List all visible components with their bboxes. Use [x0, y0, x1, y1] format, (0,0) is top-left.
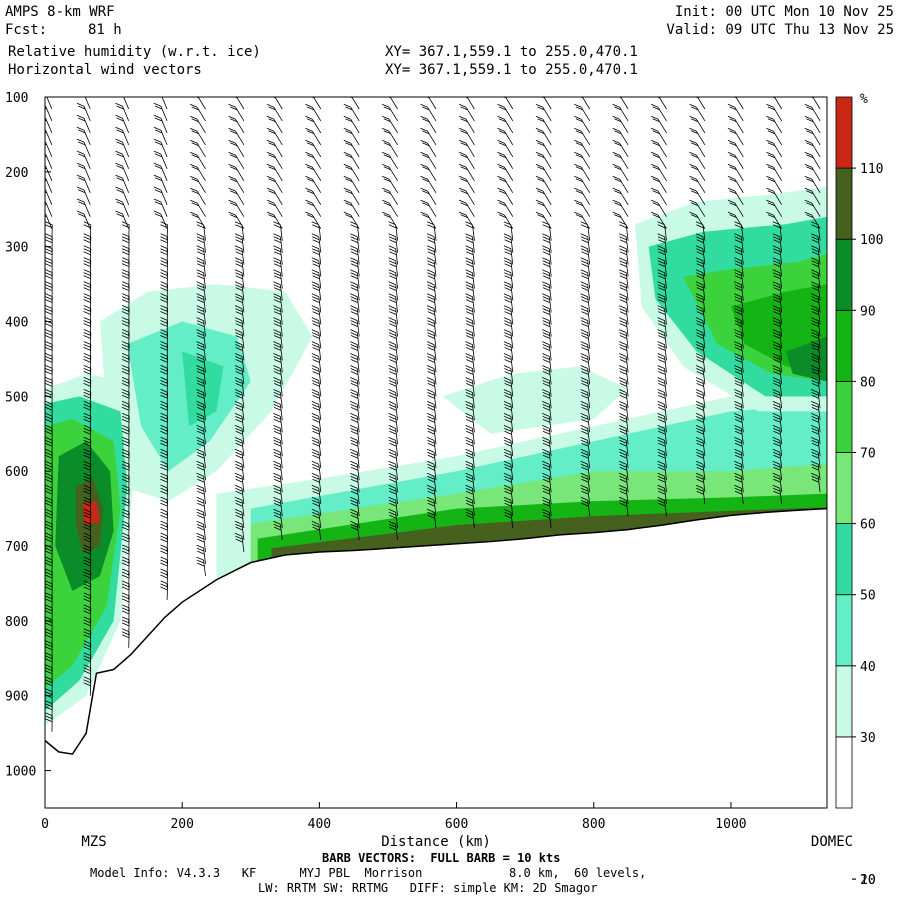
init-time: Init: 00 UTC Mon 10 Nov 25 — [674, 4, 894, 20]
y-tick-label-900: 900 — [5, 690, 28, 705]
colorbar-bin-80 — [835, 309, 853, 382]
colorbar-tick-label-80: 80 — [860, 375, 876, 390]
colorbar-tick-label-110: 110 — [860, 162, 883, 177]
colorbar-bin-110 — [835, 96, 853, 169]
colorbar-tick-label-70: 70 — [860, 447, 876, 462]
physics-info: LW: RRTM SW: RRTMG DIFF: simple KM: 2D S… — [258, 881, 598, 895]
model-info: Model Info: V4.3.3 KF MYJ PBL Morrison 8… — [90, 866, 647, 880]
colorbar-tick-label-90: 90 — [860, 304, 876, 319]
colorbar-bin-50 — [835, 523, 853, 596]
model-title: AMPS 8-km WRF — [5, 4, 115, 20]
x-tick-label-400: 400 — [308, 817, 331, 832]
terrain-mask — [45, 508, 827, 808]
xy-line-2: XY= 367.1,559.1 to 255.0,470.1 — [385, 62, 638, 78]
colorbar-tick-label-50: 50 — [860, 589, 876, 604]
x-tick-label-200: 200 — [170, 817, 193, 832]
y-tick-label-300: 300 — [5, 241, 28, 256]
y-tick-label-600: 600 — [5, 465, 28, 480]
barb-note: BARB VECTORS: FULL BARB = 10 kts — [322, 851, 561, 865]
x-endpoint-label-end: DOMEC — [811, 834, 853, 850]
field-title-wind: Horizontal wind vectors — [8, 62, 202, 78]
colorbar-tick-label-100: 100 — [860, 233, 883, 248]
colorbar-tick-label-30: 30 — [860, 731, 876, 746]
forecast-hour-value: 81 h — [88, 22, 122, 38]
colorbar-tick-label-40: 40 — [860, 660, 876, 675]
xy-line-1: XY= 367.1,559.1 to 255.0,470.1 — [385, 44, 638, 60]
plot-frame — [44, 96, 828, 809]
x-tick-label-0: 0 — [41, 817, 49, 832]
forecast-hour-label: Fcst: — [5, 22, 48, 38]
colorbar-bin-70 — [835, 380, 853, 453]
colorbar-bin-60 — [835, 452, 853, 524]
colorbar-bin-100 — [835, 167, 853, 240]
colorbar-bin-0 — [835, 736, 853, 809]
terrain-surface-line — [45, 507, 827, 755]
field-title-rh: Relative humidity (w.r.t. ice) — [8, 44, 261, 60]
x-axis-label: Distance (km) — [381, 834, 491, 850]
colorbar-tick-label-20: 20 — [860, 873, 876, 888]
colorbar-tick-label-60: 60 — [860, 518, 876, 533]
y-tick-label-500: 500 — [5, 390, 28, 405]
wind-barbs — [45, 97, 821, 732]
y-tick-label-100: 100 — [5, 91, 28, 106]
valid-time: Valid: 09 UTC Thu 13 Nov 25 — [666, 22, 894, 38]
y-tick-label-800: 800 — [5, 615, 28, 630]
colorbar-bin-40 — [835, 594, 853, 667]
y-tick-label-200: 200 — [5, 166, 28, 181]
rh-region-19 — [442, 366, 629, 434]
y-tick-label-1000: 1000 — [5, 765, 36, 780]
colorbar-tick-label-10: 10 — [860, 873, 876, 888]
x-endpoint-label-start: MZS — [81, 834, 106, 850]
y-tick-label-400: 400 — [5, 316, 28, 331]
x-tick-label-1000: 1000 — [715, 817, 746, 832]
colorbar-bin-30 — [835, 665, 853, 738]
colorbar-bin-90 — [835, 238, 853, 311]
rh-region-2 — [182, 351, 224, 427]
colorbar-unit: % — [860, 92, 868, 107]
rh-region-8 — [82, 501, 100, 526]
x-tick-label-600: 600 — [445, 817, 468, 832]
x-tick-label-800: 800 — [582, 817, 605, 832]
rh-region-18 — [785, 336, 827, 382]
y-tick-label-700: 700 — [5, 540, 28, 555]
